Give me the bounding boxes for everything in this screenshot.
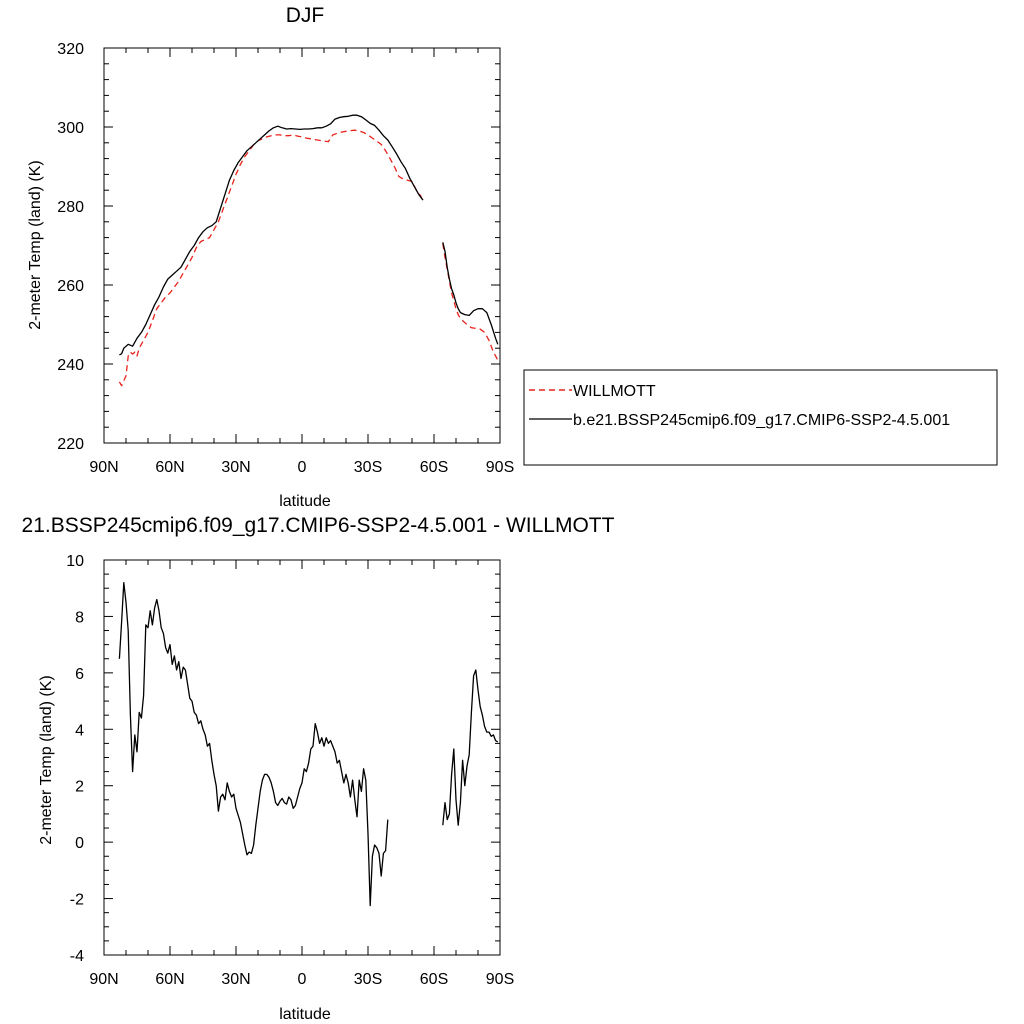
bottom-x-tick-label: 30S xyxy=(354,971,382,988)
top-y-tick-label: 280 xyxy=(57,199,84,216)
bottom-series-line-difference-seg1 xyxy=(442,669,499,826)
top-series-line-model-seg1 xyxy=(442,242,499,345)
legend-label-model: b.e21.BSSP245cmip6.f09_g17.CMIP6-SSP2-4.… xyxy=(573,412,950,429)
bottom-plot-area: 90N 60N 30N 0 30S 60S 90S -4 -2 0 2 4 6 8 10 xyxy=(66,553,514,988)
bottom-plot-frame xyxy=(103,559,501,956)
top-x-tick-label: 90N xyxy=(89,459,118,476)
bottom-series-line-difference-seg0 xyxy=(118,581,389,907)
top-x-axis-label: latitude xyxy=(279,493,331,510)
top-series-line-willmott-seg0 xyxy=(118,129,424,387)
bottom-x-tick-label: 90N xyxy=(89,971,118,988)
bottom-x-tick-label: 90S xyxy=(486,971,514,988)
top-x-tick-label: 30S xyxy=(354,459,382,476)
top-series-line-willmott-seg1 xyxy=(442,243,499,361)
bottom-y-axis-label: 2-meter Temp (land) (K) xyxy=(38,675,55,845)
top-x-tick-label: 0 xyxy=(298,459,307,476)
top-y-tick-label: 240 xyxy=(57,357,84,374)
bottom-y-tick-label: 4 xyxy=(75,722,84,739)
top-y-tick-label: 300 xyxy=(57,120,84,137)
top-y-tick-label: 320 xyxy=(57,41,84,58)
bottom-chart-title: 21.BSSP245cmip6.f09_g17.CMIP6-SSP2-4.5.0… xyxy=(22,514,615,537)
bottom-y-tick-label: 8 xyxy=(75,609,84,626)
bottom-y-tick-label: 2 xyxy=(75,779,84,796)
top-series-line-model-seg0 xyxy=(119,114,424,356)
top-plot-frame xyxy=(103,47,501,444)
bottom-x-tick-label: 60S xyxy=(420,971,448,988)
bottom-x-tick-label: 30N xyxy=(221,971,250,988)
bottom-y-tick-label: 6 xyxy=(75,666,84,683)
top-panel: DJF 90N 60N 30N 0 30S 60S 90S 220 240 260 280 300 32… xyxy=(27,4,514,510)
top-chart-title: DJF xyxy=(286,4,325,27)
top-y-axis-label: 2-meter Temp (land) (K) xyxy=(27,160,44,330)
top-x-tick-label: 30N xyxy=(221,459,250,476)
bottom-y-tick-label: -2 xyxy=(70,892,84,909)
bottom-y-tick-label: 10 xyxy=(66,553,84,570)
legend-box xyxy=(523,369,998,466)
top-x-tick-label: 90S xyxy=(486,459,514,476)
legend-label-willmott: WILLMOTT xyxy=(573,383,656,400)
top-x-tick-label: 60N xyxy=(155,459,184,476)
bottom-x-tick-label: 60N xyxy=(155,971,184,988)
bottom-y-tick-label: 0 xyxy=(75,835,84,852)
bottom-x-tick-label: 0 xyxy=(298,971,307,988)
top-y-tick-label: 220 xyxy=(57,436,84,453)
top-y-tick-label: 260 xyxy=(57,278,84,295)
top-plot-area: 90N 60N 30N 0 30S 60S 90S 220 240 260 280 300 320 xyxy=(57,41,514,476)
bottom-x-axis-label: latitude xyxy=(279,1006,331,1023)
top-x-tick-label: 60S xyxy=(420,459,448,476)
bottom-panel: 21.BSSP245cmip6.f09_g17.CMIP6-SSP2-4.5.0… xyxy=(22,514,615,1023)
top-legend: WILLMOTT b.e21.BSSP245cmip6.f09_g17.CMIP… xyxy=(523,369,998,466)
bottom-y-tick-label: -4 xyxy=(70,948,84,965)
